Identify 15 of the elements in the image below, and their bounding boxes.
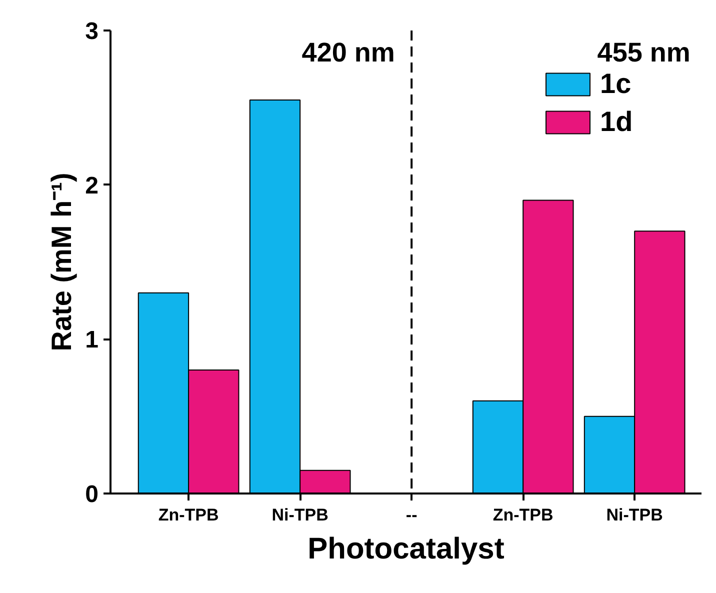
annotation: 420 nm	[302, 37, 395, 68]
x-tick-label: Zn-TPB	[158, 506, 219, 524]
y-tick-label: 2	[85, 172, 99, 200]
y-tick-label: 0	[85, 481, 99, 508]
x-tick-label: Ni-TPB	[272, 506, 328, 524]
x-tick-label: Zn-TPB	[492, 506, 554, 524]
x-axis-title: Photocatalyst	[308, 532, 504, 566]
y-tick-label: 3	[85, 18, 99, 45]
y-axis-title: Rate (mM h⁻¹)	[46, 172, 78, 352]
annotation: 455 nm	[597, 37, 690, 68]
x-tick-label: --	[406, 506, 418, 524]
legend-label: 1d	[600, 106, 633, 138]
legend-label: 1c	[600, 68, 632, 100]
x-tick-label: Ni-TPB	[606, 506, 663, 524]
y-tick-label: 1	[85, 326, 99, 354]
